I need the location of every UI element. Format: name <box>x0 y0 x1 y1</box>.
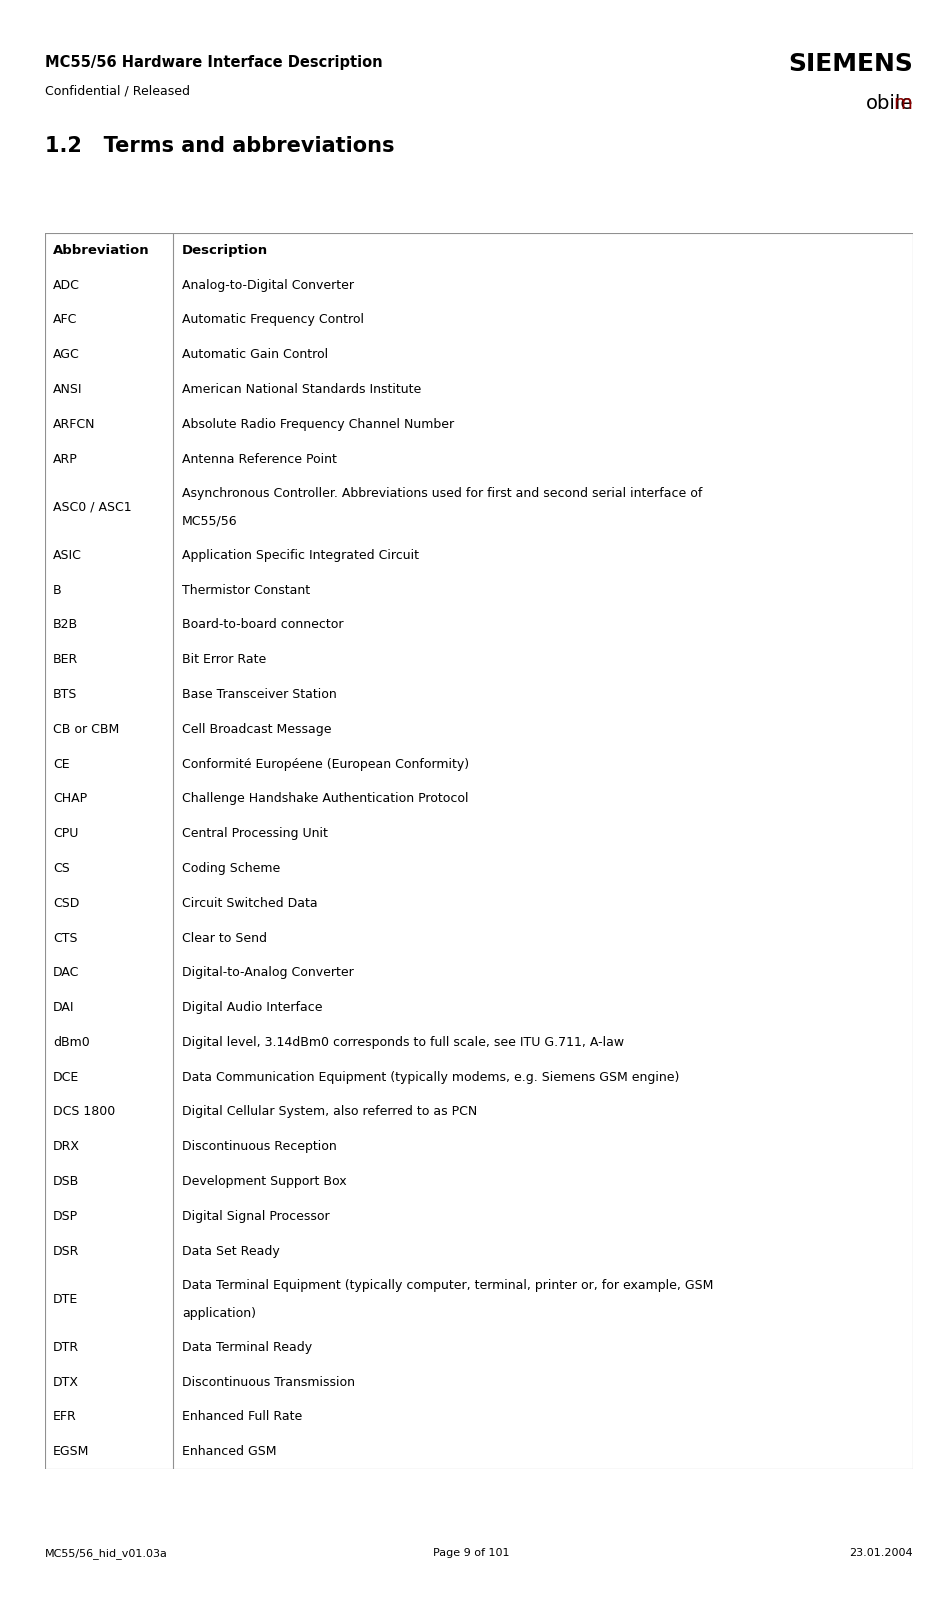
Text: ASC0 / ASC1: ASC0 / ASC1 <box>53 500 131 515</box>
Text: DTX: DTX <box>53 1375 79 1388</box>
Text: ASIC: ASIC <box>53 549 82 561</box>
Text: American National Standards Institute: American National Standards Institute <box>182 383 422 396</box>
Text: Board-to-board connector: Board-to-board connector <box>182 618 343 631</box>
Text: Discontinuous Reception: Discontinuous Reception <box>182 1141 337 1154</box>
Text: Enhanced Full Rate: Enhanced Full Rate <box>182 1411 303 1424</box>
Text: DSP: DSP <box>53 1210 78 1223</box>
Text: Description: Description <box>182 244 268 257</box>
Text: AFC: AFC <box>53 314 77 327</box>
Text: 1.2   Terms and abbreviations: 1.2 Terms and abbreviations <box>45 136 395 155</box>
Text: SIEMENS: SIEMENS <box>788 52 913 76</box>
Text: Digital-to-Analog Converter: Digital-to-Analog Converter <box>182 966 354 979</box>
Text: MC55/56_hid_v01.03a: MC55/56_hid_v01.03a <box>45 1548 168 1560</box>
Text: BTS: BTS <box>53 688 77 701</box>
Text: obile: obile <box>866 94 913 113</box>
Text: Analog-to-Digital Converter: Analog-to-Digital Converter <box>182 278 354 291</box>
Text: Confidential / Released: Confidential / Released <box>45 84 190 97</box>
Text: DAC: DAC <box>53 966 79 979</box>
Text: Thermistor Constant: Thermistor Constant <box>182 584 310 597</box>
Text: DTR: DTR <box>53 1341 79 1354</box>
Text: ADC: ADC <box>53 278 79 291</box>
Text: MC55/56: MC55/56 <box>182 515 238 527</box>
Text: CHAP: CHAP <box>53 793 87 806</box>
Text: Digital Signal Processor: Digital Signal Processor <box>182 1210 330 1223</box>
Text: CB or CBM: CB or CBM <box>53 723 119 736</box>
Text: Application Specific Integrated Circuit: Application Specific Integrated Circuit <box>182 549 419 561</box>
Text: Bit Error Rate: Bit Error Rate <box>182 654 266 667</box>
Text: Coding Scheme: Coding Scheme <box>182 862 280 875</box>
Text: MC55/56 Hardware Interface Description: MC55/56 Hardware Interface Description <box>45 55 383 70</box>
Text: ARFCN: ARFCN <box>53 417 95 430</box>
Text: CE: CE <box>53 757 70 770</box>
Text: EGSM: EGSM <box>53 1445 90 1458</box>
Text: 23.01.2004: 23.01.2004 <box>850 1548 913 1558</box>
Text: Page 9 of 101: Page 9 of 101 <box>433 1548 510 1558</box>
Text: DCE: DCE <box>53 1071 79 1084</box>
Text: Absolute Radio Frequency Channel Number: Absolute Radio Frequency Channel Number <box>182 417 455 430</box>
Text: Enhanced GSM: Enhanced GSM <box>182 1445 276 1458</box>
Text: Circuit Switched Data: Circuit Switched Data <box>182 896 318 909</box>
Text: Development Support Box: Development Support Box <box>182 1175 347 1188</box>
Text: Abbreviation: Abbreviation <box>53 244 149 257</box>
Text: Base Transceiver Station: Base Transceiver Station <box>182 688 337 701</box>
Text: ARP: ARP <box>53 453 77 466</box>
Text: DTE: DTE <box>53 1293 78 1306</box>
Text: DRX: DRX <box>53 1141 80 1154</box>
Text: Conformité Européene (European Conformity): Conformité Européene (European Conformit… <box>182 757 469 770</box>
Text: Automatic Frequency Control: Automatic Frequency Control <box>182 314 364 327</box>
Text: B2B: B2B <box>53 618 78 631</box>
Text: Cell Broadcast Message: Cell Broadcast Message <box>182 723 332 736</box>
Text: Antenna Reference Point: Antenna Reference Point <box>182 453 337 466</box>
Text: BER: BER <box>53 654 78 667</box>
Text: Central Processing Unit: Central Processing Unit <box>182 827 328 840</box>
Text: Data Communication Equipment (typically modems, e.g. Siemens GSM engine): Data Communication Equipment (typically … <box>182 1071 679 1084</box>
Text: dBm0: dBm0 <box>53 1036 90 1048</box>
Text: CS: CS <box>53 862 70 875</box>
Text: Asynchronous Controller. Abbreviations used for first and second serial interfac: Asynchronous Controller. Abbreviations u… <box>182 487 703 500</box>
Text: B: B <box>53 584 61 597</box>
Text: m: m <box>893 94 912 113</box>
Text: Data Set Ready: Data Set Ready <box>182 1244 280 1257</box>
Text: CTS: CTS <box>53 932 77 945</box>
Text: ANSI: ANSI <box>53 383 82 396</box>
Text: Clear to Send: Clear to Send <box>182 932 267 945</box>
Text: DAI: DAI <box>53 1002 74 1014</box>
Text: DSB: DSB <box>53 1175 79 1188</box>
Text: DSR: DSR <box>53 1244 79 1257</box>
Text: DCS 1800: DCS 1800 <box>53 1105 115 1118</box>
Text: Automatic Gain Control: Automatic Gain Control <box>182 348 328 361</box>
Text: Challenge Handshake Authentication Protocol: Challenge Handshake Authentication Proto… <box>182 793 469 806</box>
Text: Data Terminal Ready: Data Terminal Ready <box>182 1341 312 1354</box>
Text: Digital Cellular System, also referred to as PCN: Digital Cellular System, also referred t… <box>182 1105 477 1118</box>
Text: EFR: EFR <box>53 1411 76 1424</box>
Text: Data Terminal Equipment (typically computer, terminal, printer or, for example, : Data Terminal Equipment (typically compu… <box>182 1280 713 1293</box>
Text: AGC: AGC <box>53 348 79 361</box>
Text: CSD: CSD <box>53 896 79 909</box>
Text: Digital Audio Interface: Digital Audio Interface <box>182 1002 323 1014</box>
Text: Discontinuous Transmission: Discontinuous Transmission <box>182 1375 355 1388</box>
Text: CPU: CPU <box>53 827 78 840</box>
Text: application): application) <box>182 1307 256 1320</box>
Text: Digital level, 3.14dBm0 corresponds to full scale, see ITU G.711, A-law: Digital level, 3.14dBm0 corresponds to f… <box>182 1036 624 1048</box>
